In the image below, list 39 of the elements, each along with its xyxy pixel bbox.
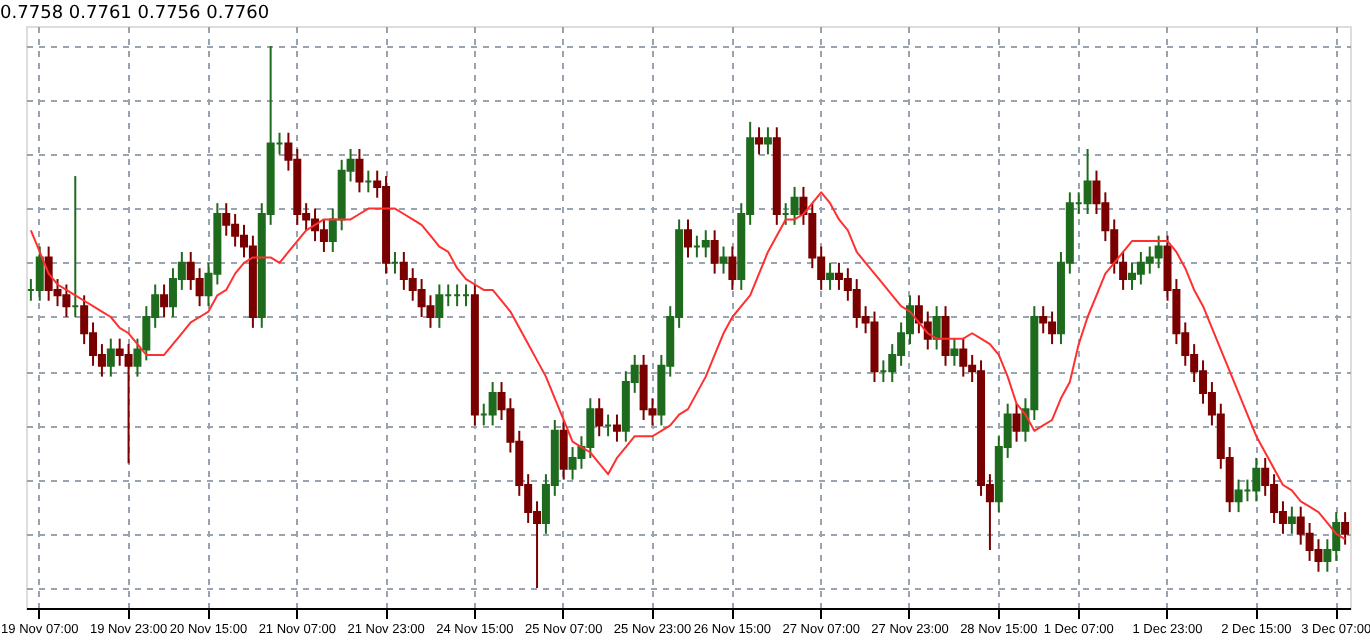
candlestick xyxy=(959,337,968,378)
candlestick xyxy=(195,267,204,308)
candlestick xyxy=(124,343,133,465)
candlestick xyxy=(941,305,950,367)
candlestick xyxy=(728,245,737,291)
candlestick xyxy=(612,413,621,443)
candlestick xyxy=(435,283,444,329)
candlestick xyxy=(923,310,932,351)
text: 0.7758 0.7761 0.7756 0.7760 xyxy=(0,4,270,24)
candlestick xyxy=(222,202,231,237)
candlestick xyxy=(1154,234,1163,270)
candlestick xyxy=(932,305,941,351)
candlestick xyxy=(355,147,364,194)
candlestick xyxy=(319,218,328,253)
candlestick xyxy=(755,126,764,156)
candlestick xyxy=(595,397,604,438)
candlestick xyxy=(710,229,719,275)
candlestick xyxy=(1012,402,1021,443)
candlestick xyxy=(1287,505,1296,535)
candlestick xyxy=(328,207,337,253)
candlestick xyxy=(1341,511,1350,546)
candlestick xyxy=(763,126,772,156)
candlestick xyxy=(826,261,835,291)
candlestick xyxy=(1083,147,1092,216)
candlestick xyxy=(790,185,799,226)
candlestick xyxy=(950,337,959,367)
candlestick xyxy=(559,418,568,481)
candlestick xyxy=(1039,305,1048,335)
candlestick xyxy=(35,245,44,302)
candlestick xyxy=(719,245,728,275)
candlestick xyxy=(1252,456,1261,503)
candlestick xyxy=(106,337,115,378)
candlestick xyxy=(62,283,71,318)
candlestick xyxy=(639,353,648,421)
candlestick xyxy=(488,381,497,427)
candlestick xyxy=(1234,478,1243,514)
candlestick xyxy=(701,229,710,259)
candlestick xyxy=(160,283,169,318)
candlestick xyxy=(684,218,692,259)
